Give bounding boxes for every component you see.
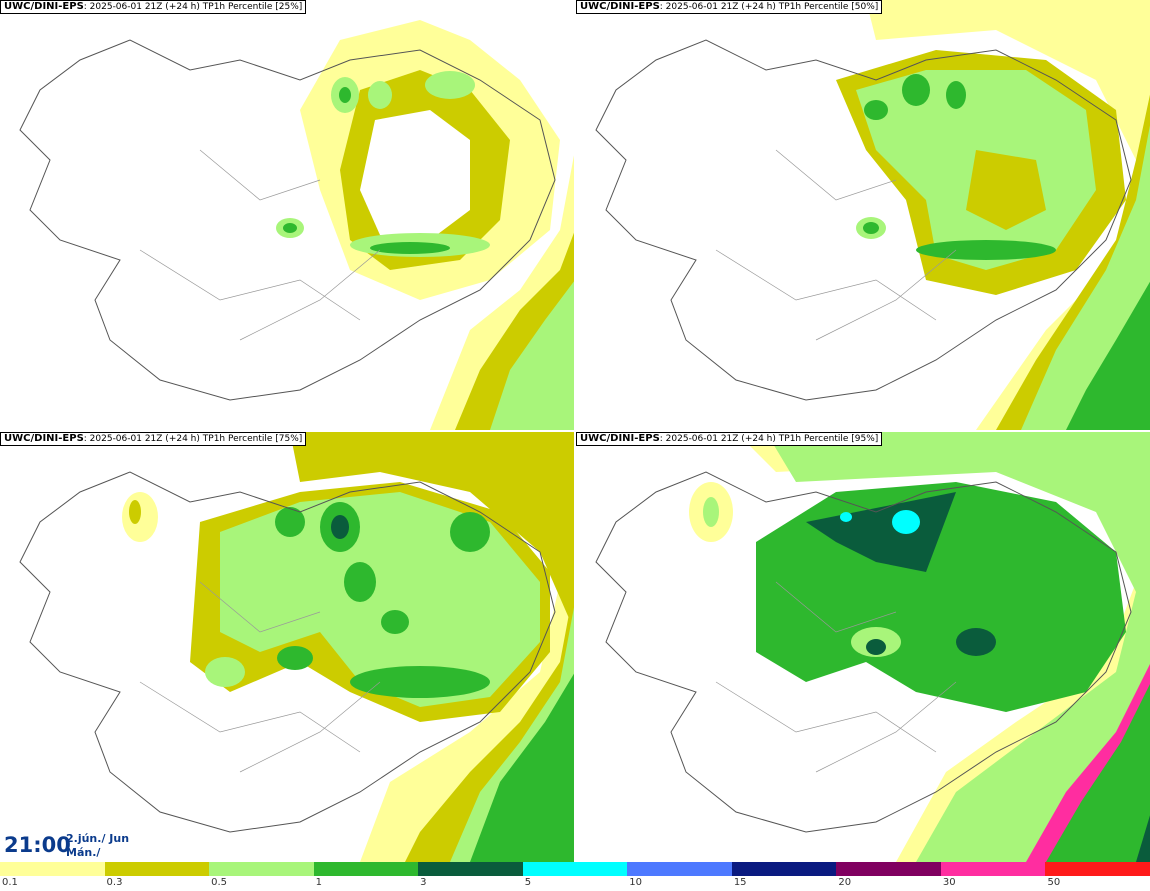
valid-time: 21:00 — [4, 833, 71, 857]
legend-label: 5 — [524, 877, 532, 888]
map-panel-p25: UWC/DINI-EPS: 2025-06-01 21Z (+24 h) TP1… — [0, 0, 575, 430]
panel-title: UWC/DINI-EPS: 2025-06-01 21Z (+24 h) TP1… — [0, 0, 307, 14]
color-legend — [0, 862, 1150, 876]
panel-divider — [0, 430, 1150, 432]
legend-label: 15 — [733, 877, 747, 888]
legend-label: 1 — [315, 877, 322, 888]
valid-time-box: 21:00 2.jún./ Jun Mán./ Mon — [0, 829, 130, 873]
legend-swatch — [836, 862, 941, 876]
precip-map — [19, 20, 575, 430]
precip-map — [595, 0, 1150, 430]
legend-swatch — [522, 862, 628, 876]
legend-swatch — [418, 862, 523, 876]
legend-swatch — [731, 862, 837, 876]
precip-map — [595, 432, 1150, 862]
legend-swatch — [1045, 862, 1150, 876]
legend-label: 0.1 — [2, 877, 18, 888]
legend-label: 0.3 — [106, 877, 123, 888]
legend-label: 3 — [420, 877, 427, 888]
panel-title: UWC/DINI-EPS: 2025-06-01 21Z (+24 h) TP1… — [576, 432, 883, 446]
legend-swatch — [0, 862, 105, 876]
valid-date-line1: 2.jún./ Jun — [66, 832, 130, 845]
legend-swatch — [209, 862, 314, 876]
map-panel-p95: UWC/DINI-EPS: 2025-06-01 21Z (+24 h) TP1… — [576, 432, 1150, 862]
legend-swatch — [313, 862, 419, 876]
panel-title: UWC/DINI-EPS: 2025-06-01 21Z (+24 h) TP1… — [0, 432, 307, 446]
legend-swatch — [940, 862, 1046, 876]
legend-label: 10 — [629, 877, 642, 888]
map-panel-p50: UWC/DINI-EPS: 2025-06-01 21Z (+24 h) TP1… — [576, 0, 1150, 430]
legend-swatch — [627, 862, 732, 876]
legend-label: 30 — [942, 877, 956, 888]
panel-title: UWC/DINI-EPS: 2025-06-01 21Z (+24 h) TP1… — [576, 0, 883, 14]
precip-map — [19, 432, 575, 862]
map-panel-p75: UWC/DINI-EPS: 2025-06-01 21Z (+24 h) TP1… — [0, 432, 575, 862]
legend-swatch — [104, 862, 210, 876]
legend-label: 0.5 — [211, 877, 227, 888]
legend-labels: 0.1 0.3 0.5 1 3 5 10 15 20 30 50 — [0, 876, 1150, 891]
legend-label: 20 — [838, 877, 852, 888]
legend-label: 50 — [1047, 877, 1061, 888]
